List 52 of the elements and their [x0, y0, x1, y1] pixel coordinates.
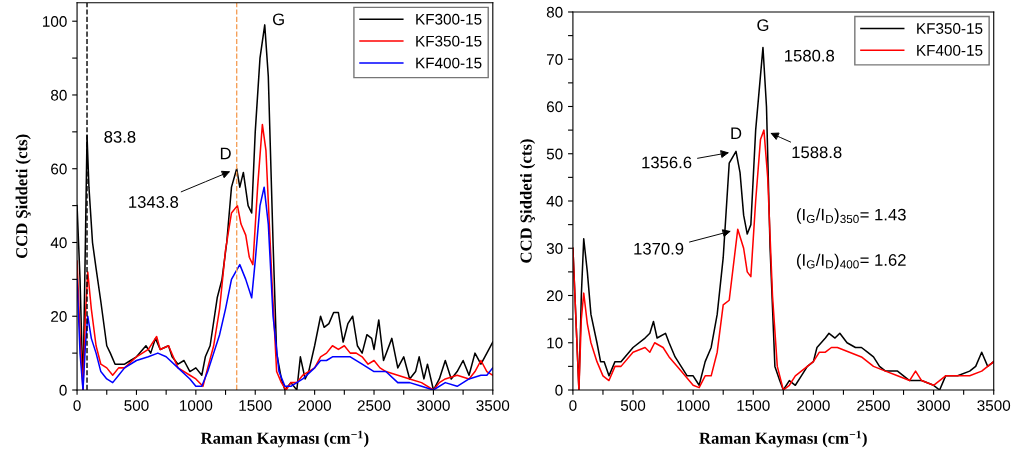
legend-label: KF400-15 — [917, 44, 983, 56]
legend-label: KF350-15 — [917, 23, 983, 34]
y-tick-label: 0 — [555, 384, 563, 396]
annotation: D — [220, 147, 231, 160]
y-tick-label: 40 — [50, 237, 67, 249]
annotation: G — [757, 19, 769, 32]
y-tick-label: 60 — [51, 163, 67, 175]
x-tick-label: 2000 — [797, 400, 830, 411]
x-tick-label: 1500 — [239, 400, 272, 411]
annotation: 1588.8 — [792, 146, 842, 159]
x-tick-label: 1500 — [737, 400, 770, 411]
x-tick-label: 2000 — [298, 400, 332, 411]
legend-label: KF400-15 — [416, 57, 482, 69]
x-tick-label: 3000 — [417, 400, 450, 411]
y-tick-label: 0 — [59, 384, 67, 396]
x-tick-label: 500 — [124, 400, 149, 411]
y-tick-label: 100 — [43, 16, 67, 27]
x-tick-label: 2500 — [357, 400, 391, 411]
y-tick-label: 20 — [546, 290, 563, 302]
x-tick-label: 3500 — [977, 400, 1011, 411]
y-tick-label: 30 — [546, 243, 563, 254]
x-tick-label: 500 — [620, 400, 646, 411]
x-tick-label: 2500 — [857, 400, 890, 411]
x-tick-label: 0 — [569, 400, 577, 411]
x-tick-label: 0 — [73, 400, 81, 411]
x-tick-label: 1000 — [180, 400, 213, 411]
y-axis-title: CCD Şiddeti (cts) — [15, 134, 31, 259]
legend-label: KF350-15 — [416, 35, 482, 47]
annotation: 1343.8 — [129, 196, 179, 208]
x-tick-label: 1000 — [677, 400, 710, 411]
y-tick-label: 20 — [51, 311, 67, 322]
x-tick-label: 3000 — [917, 400, 950, 411]
y-tick-label: 50 — [546, 148, 563, 160]
x-axis-title: Raman Kayması (cm$^{−1}$) — [200, 430, 369, 448]
x-tick-label: 3500 — [476, 400, 510, 411]
y-tick-label: 10 — [547, 337, 563, 349]
y-tick-label: 60 — [546, 101, 563, 113]
annotation: (I$_{G}$/I$_{D}$)$_{400}$= 1.62 — [796, 253, 906, 270]
x-axis-title: Raman Kayması (cm$^{−1}$) — [699, 430, 867, 448]
legend-label: KF300-15 — [416, 13, 482, 25]
annotation: (I$_{G}$/I$_{D}$)$_{350}$= 1.43 — [796, 208, 906, 224]
y-tick-label: 70 — [546, 54, 563, 65]
annotation: 83.8 — [104, 130, 136, 143]
annotation: 1580.8 — [785, 49, 835, 62]
y-axis-title: CCD Şiddeti (cts) — [519, 139, 536, 263]
annotation: 1370.9 — [634, 242, 684, 255]
annotation: 1356.6 — [642, 156, 692, 169]
y-tick-label: 40 — [546, 195, 563, 207]
annotation: G — [272, 13, 284, 26]
y-tick-label: 80 — [546, 6, 563, 18]
y-tick-label: 80 — [51, 89, 67, 101]
annotation: D — [731, 127, 742, 140]
